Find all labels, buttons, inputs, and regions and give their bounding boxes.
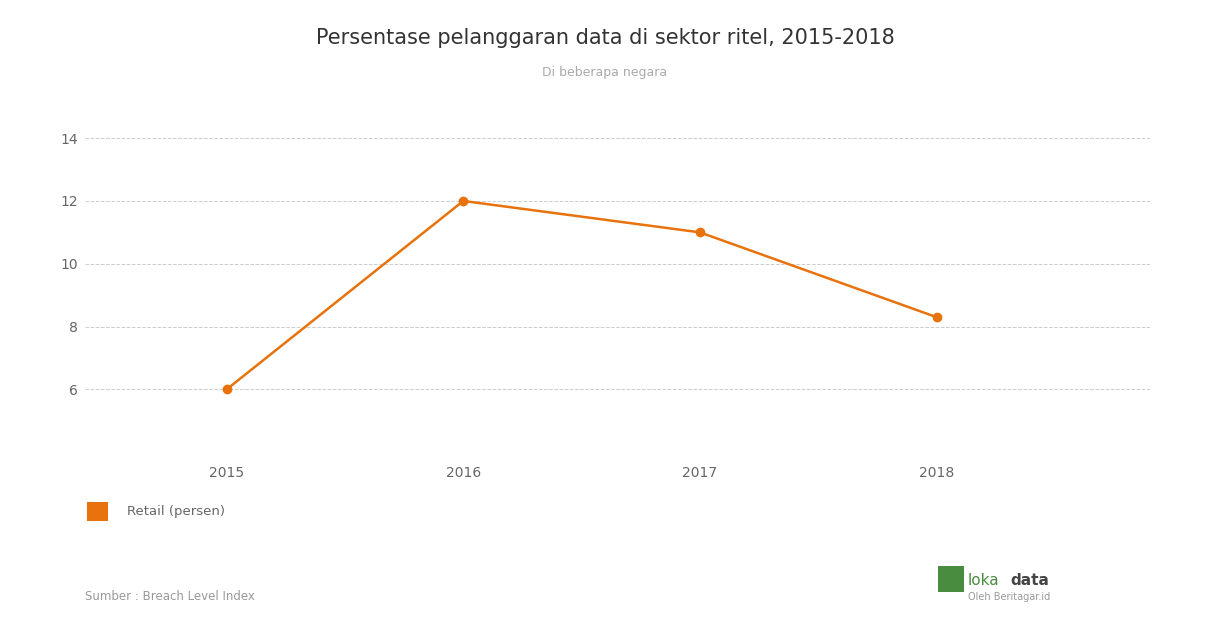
Text: data: data: [1010, 573, 1049, 588]
FancyBboxPatch shape: [937, 565, 966, 593]
Text: Di beberapa negara: Di beberapa negara: [542, 66, 668, 79]
Text: Persentase pelanggaran data di sektor ritel, 2015-2018: Persentase pelanggaran data di sektor ri…: [316, 28, 894, 48]
Text: Retail (persen): Retail (persen): [127, 506, 225, 518]
Text: loka: loka: [968, 573, 999, 588]
FancyBboxPatch shape: [87, 502, 109, 521]
Text: Sumber : Breach Level Index: Sumber : Breach Level Index: [85, 590, 254, 603]
Text: Oleh Beritagar.id: Oleh Beritagar.id: [968, 592, 1050, 602]
